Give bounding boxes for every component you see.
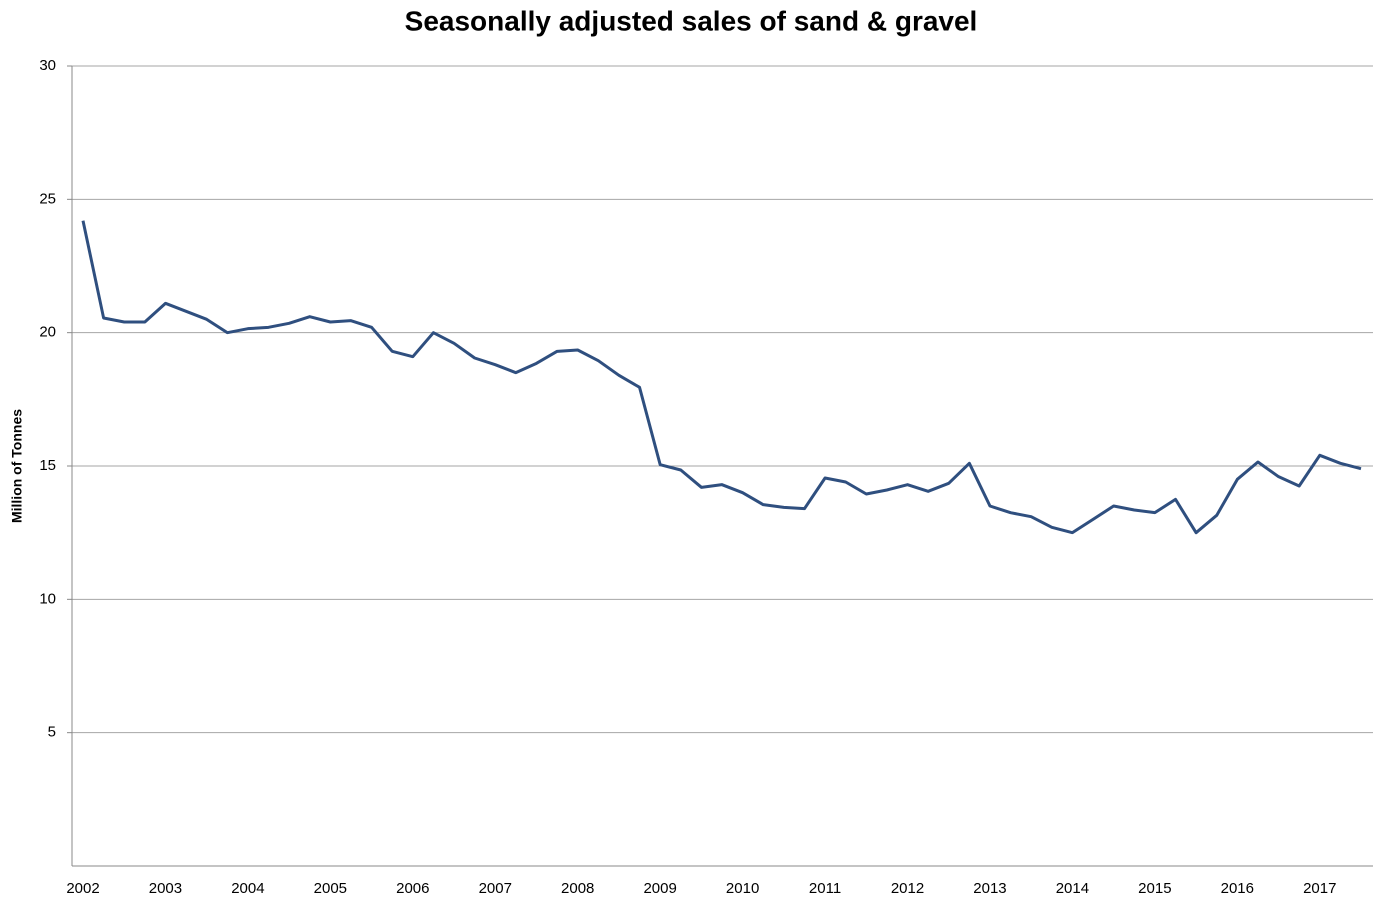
x-tick-label: 2013 [973, 880, 1006, 897]
x-tick-label: 2017 [1303, 880, 1336, 897]
x-tick-label: 2006 [396, 880, 429, 897]
x-tick-label: 2009 [643, 880, 676, 897]
x-tick-label: 2011 [809, 880, 841, 897]
chart-title: Seasonally adjusted sales of sand & grav… [405, 5, 978, 36]
x-tick-label: 2015 [1138, 880, 1171, 897]
x-tick-label: 2005 [314, 880, 347, 897]
x-tick-label: 2008 [561, 880, 594, 897]
x-tick-label: 2003 [149, 880, 182, 897]
y-tick-label: 10 [39, 590, 56, 607]
x-tick-label: 2004 [231, 880, 264, 897]
grid [72, 65, 1373, 734]
x-tick-label: 2010 [726, 880, 759, 897]
y-tick-label: 20 [39, 324, 56, 341]
data-line [81, 220, 1362, 535]
x-tick-label: 2016 [1221, 880, 1254, 897]
y-tick-label: 15 [39, 457, 56, 474]
y-axis-label: Million of Tonnes [9, 409, 25, 523]
y-tick-label: 5 [48, 724, 56, 741]
x-tick-label: 2002 [66, 880, 99, 897]
x-tick-label: 2014 [1056, 880, 1089, 897]
x-tick-label: 2007 [479, 880, 512, 897]
y-tick-label: 25 [39, 190, 56, 207]
x-tick-label: 2012 [891, 880, 924, 897]
y-tick-label: 30 [39, 57, 56, 74]
